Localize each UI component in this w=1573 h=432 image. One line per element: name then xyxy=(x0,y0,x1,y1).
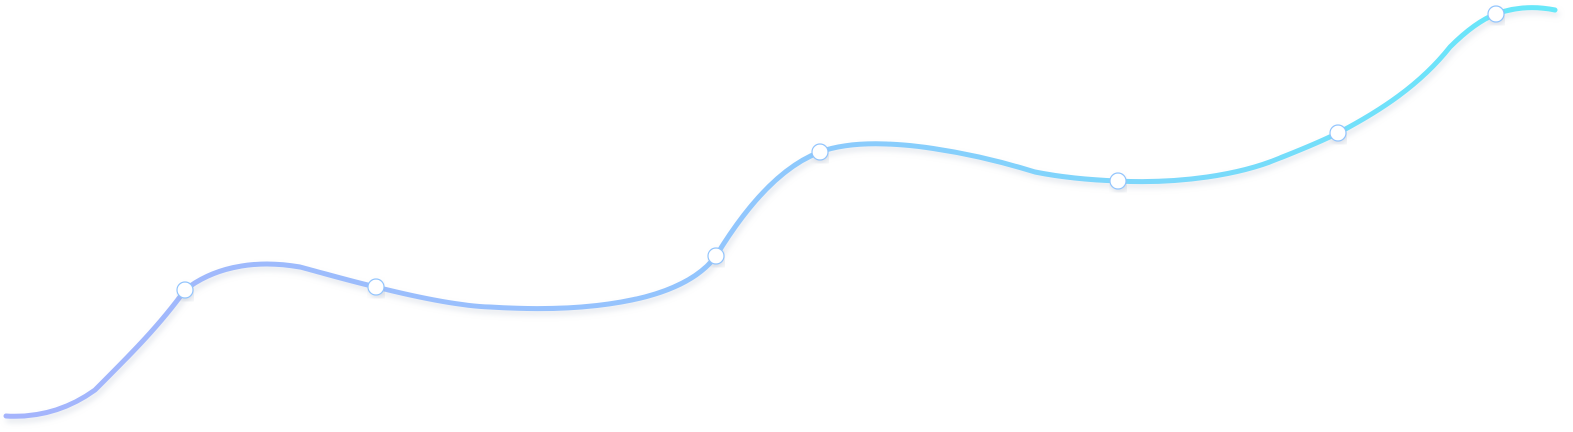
curve-marker xyxy=(707,247,725,265)
curve-marker xyxy=(1109,172,1127,190)
curve-markers xyxy=(176,5,1505,299)
curve-marker xyxy=(176,281,194,299)
curve-marker xyxy=(1487,5,1505,23)
curve-marker xyxy=(1329,124,1347,142)
curve-marker xyxy=(367,278,385,296)
curve-marker xyxy=(811,143,829,161)
curve-line xyxy=(3,5,1558,419)
